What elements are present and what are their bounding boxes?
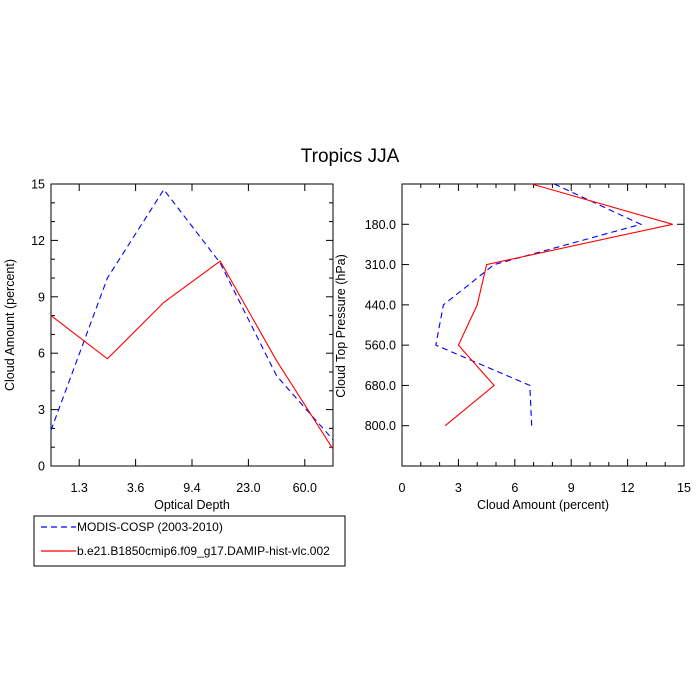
right-y-tick-label: 310.0 [365,258,396,272]
right-x-tick-label: 15 [677,481,691,495]
right-chart: 0 3 6 9 12 15 180.0 310.0 440.0 560.0 680.0 800.0 C… [334,183,691,512]
right-x-tick-label: 3 [455,481,462,495]
left-y-tick-label: 9 [38,290,45,304]
left-lines [50,188,334,450]
left-x-tick-label: 3.6 [127,481,144,495]
right-series-modis [435,183,643,426]
left-y-tick-label: 0 [38,460,45,474]
left-x-axis-label: Optical Depth [154,498,230,512]
right-y-tick-label: 680.0 [365,379,396,393]
legend-box [33,515,346,567]
right-x-tick-label: 12 [621,481,635,495]
legend-label-model: b.e21.B1850cmip6.f09_g17.DAMIP-hist-vlc.… [77,544,330,558]
right-lines [435,183,673,427]
left-ticks: 0 3 6 9 12 15 1.3 3.6 9.4 23.0 60.0 [31,178,333,495]
right-x-tick-label: 0 [399,481,406,495]
left-series-model [50,260,334,450]
left-x-tick-label: 23.0 [236,481,260,495]
left-x-tick-label: 9.4 [183,481,200,495]
right-x-axis-label: Cloud Amount (percent) [477,498,609,512]
chart-title: Tropics JJA [301,146,400,167]
right-plot-frame [401,183,685,467]
right-y-tick-label: 180.0 [365,218,396,232]
right-series-model [444,183,673,427]
left-y-tick-label: 12 [31,234,45,248]
right-y-tick-label: 440.0 [365,298,396,312]
left-y-tick-label: 15 [31,178,45,192]
left-series-modis [50,188,334,441]
left-x-tick-label: 60.0 [293,481,317,495]
legend: MODIS-COSP (2003-2010) b.e21.B1850cmip6.… [33,515,346,567]
right-x-tick-label: 6 [511,481,518,495]
legend-label-modis: MODIS-COSP (2003-2010) [77,520,223,534]
right-y-tick-label: 560.0 [365,339,396,353]
left-y-tick-label: 3 [38,403,45,417]
left-y-tick-label: 6 [38,347,45,361]
right-y-tick-label: 800.0 [365,419,396,433]
right-x-tick-label: 9 [568,481,575,495]
left-x-tick-label: 1.3 [71,481,88,495]
left-y-axis-label: Cloud Amount (percent) [3,259,17,391]
right-y-axis-label: Cloud Top Pressure (hPa) [334,254,348,398]
right-ticks: 0 3 6 9 12 15 180.0 310.0 440.0 560.0 680.0 800.0 [365,184,691,495]
